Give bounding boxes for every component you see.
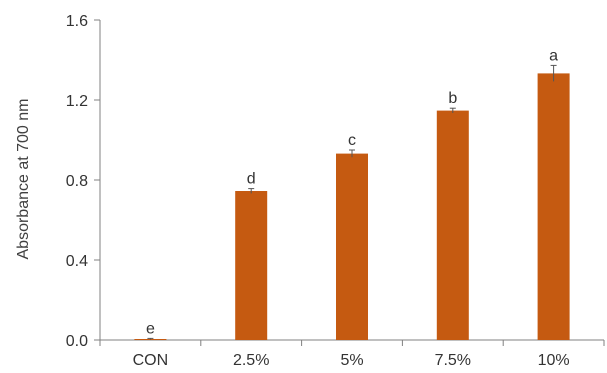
plot-area: 0.0 0.4 0.8 1.2 1.6 e CON d 2.5% c 5% b 7.5% a 10% <box>66 13 605 369</box>
bar-2.5% <box>235 191 268 340</box>
significance-label: e <box>146 320 155 337</box>
y-tick-label: 0.8 <box>66 173 88 190</box>
significance-label: c <box>348 132 356 149</box>
significance-label: a <box>549 47 558 64</box>
y-axis-title: Absorbance at 700 nm <box>15 99 32 260</box>
y-tick-label: 1.6 <box>66 13 88 30</box>
bar-10% <box>537 73 570 341</box>
x-tick-label: 7.5% <box>435 352 471 369</box>
x-tick-label: CON <box>133 352 169 369</box>
x-tick-label: 2.5% <box>233 352 269 369</box>
x-tick-label: 10% <box>538 352 570 369</box>
bar-7.5% <box>436 110 469 340</box>
significance-label: d <box>247 171 256 188</box>
x-tick-label: 5% <box>340 352 363 369</box>
bar-5% <box>336 153 368 340</box>
y-tick-label: 0.0 <box>66 333 88 350</box>
y-tick-label: 1.2 <box>66 93 88 110</box>
significance-label: b <box>448 90 457 107</box>
y-tick-label: 0.4 <box>66 253 88 270</box>
